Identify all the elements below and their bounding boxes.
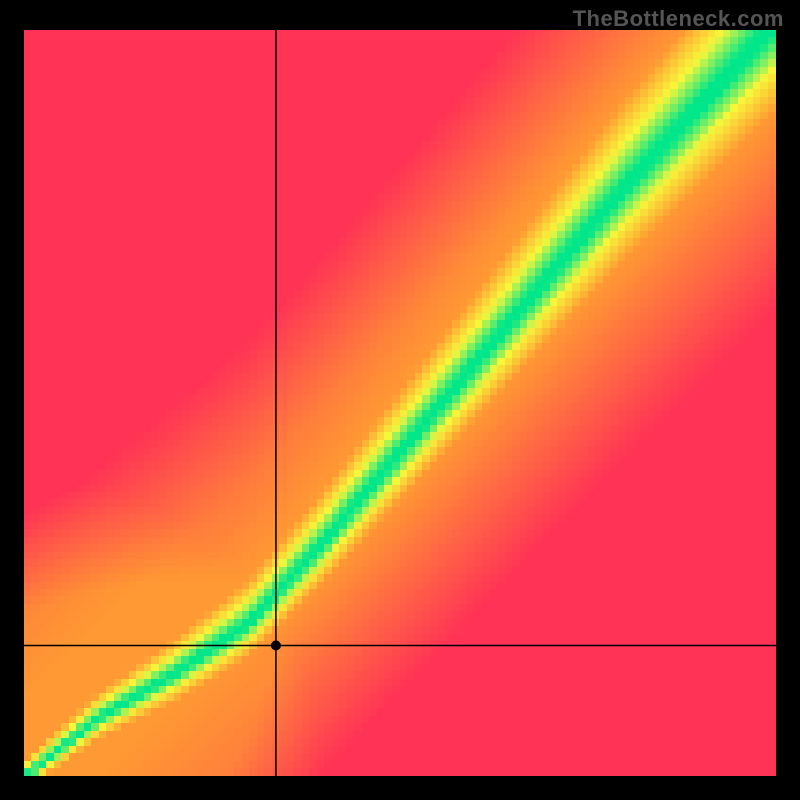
heatmap-canvas — [24, 30, 776, 776]
heatmap-plot — [24, 30, 776, 776]
chart-container: TheBottleneck.com — [0, 0, 800, 800]
watermark-text: TheBottleneck.com — [573, 6, 784, 32]
